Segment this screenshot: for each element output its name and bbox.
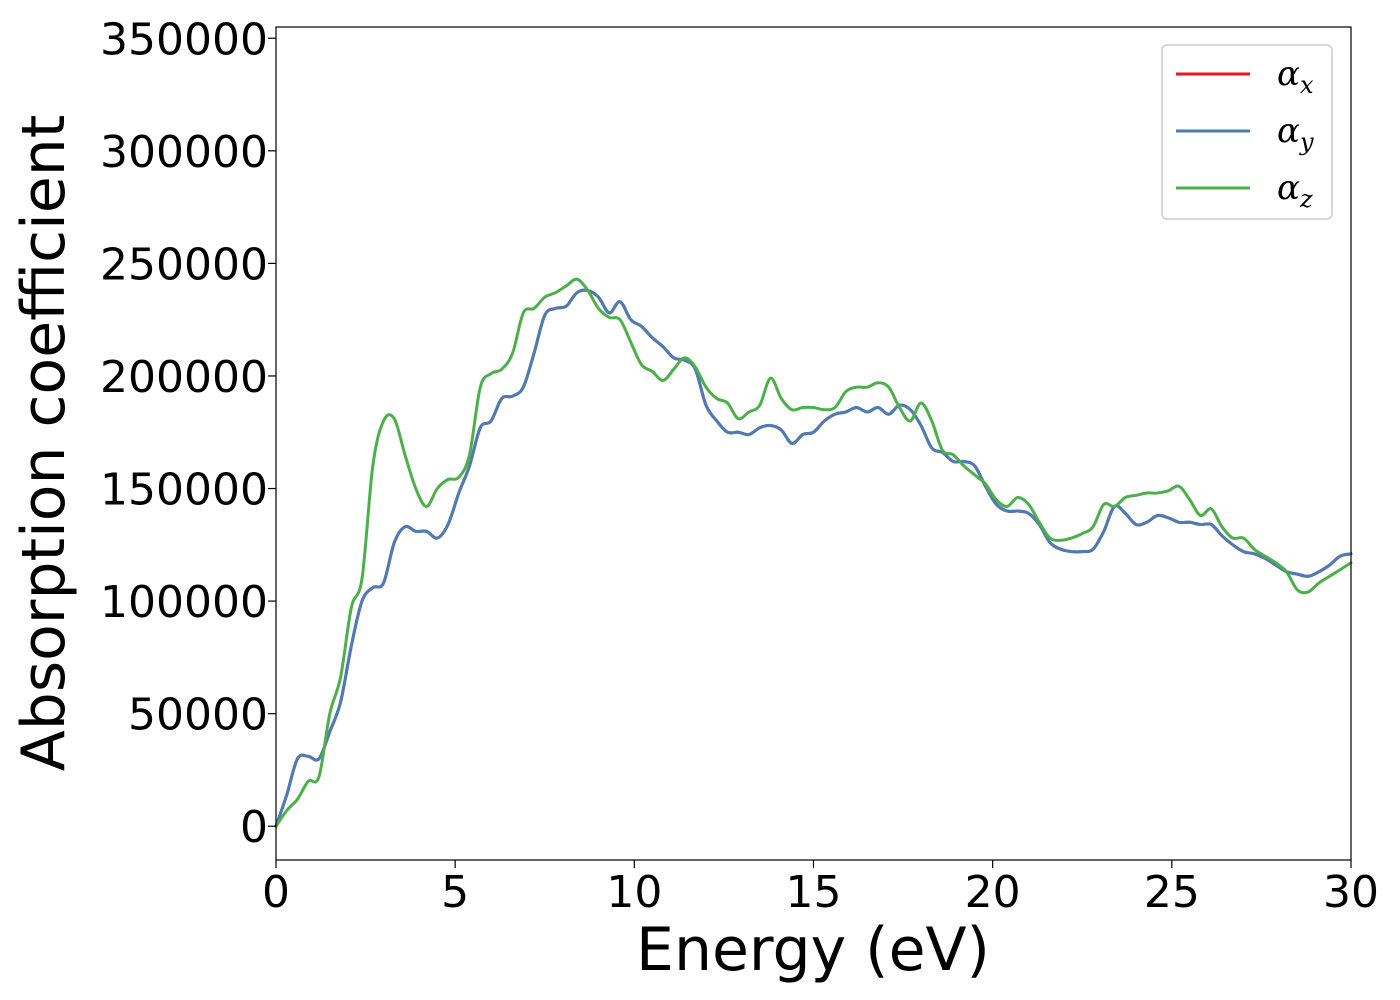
x-tick-label: 15 [786, 867, 842, 918]
x-axis-ticks: 0 5 10 15 20 25 30 [262, 860, 1379, 918]
x-tick-label: 10 [606, 867, 662, 918]
y-tick-label: 300000 [100, 127, 268, 178]
legend-label-y: αy [1277, 111, 1314, 156]
x-tick-label: 20 [965, 867, 1021, 918]
legend-label-x: αx [1277, 54, 1314, 99]
legend-subscript: x [1300, 71, 1314, 99]
y-tick-label: 150000 [100, 465, 268, 516]
y-tick-label: 350000 [100, 14, 268, 65]
legend-symbol: α [1277, 168, 1300, 208]
y-axis-label: Absorption coefficient [9, 115, 79, 772]
legend-label-z: αz [1277, 168, 1313, 213]
x-tick-label: 25 [1144, 867, 1200, 918]
series-line-z [274, 277, 1353, 828]
legend-subscript: z [1299, 185, 1313, 213]
legend-subscript: y [1299, 128, 1314, 156]
y-tick-label: 0 [240, 802, 268, 853]
y-axis-ticks: 0 50000 100000 150000 200000 250000 300000 3500… [100, 14, 276, 853]
legend-symbol: α [1277, 111, 1300, 151]
y-tick-label: 250000 [100, 239, 268, 290]
y-tick-label: 200000 [100, 352, 268, 403]
series-lines [274, 277, 1353, 828]
legend-symbol: α [1277, 54, 1300, 94]
x-tick-label: 5 [441, 867, 469, 918]
x-tick-label: 30 [1323, 867, 1379, 918]
y-tick-label: 100000 [100, 577, 268, 628]
series-line-y [274, 288, 1353, 828]
x-axis-label: Energy (eV) [636, 915, 990, 985]
x-tick-label: 0 [262, 867, 290, 918]
y-tick-label: 50000 [128, 690, 268, 741]
